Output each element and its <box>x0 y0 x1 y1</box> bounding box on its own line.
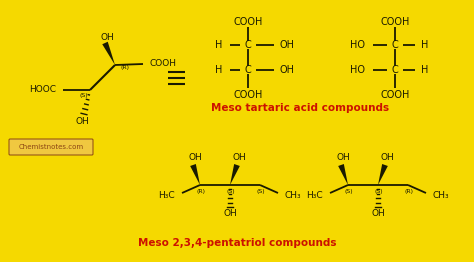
Polygon shape <box>102 42 115 65</box>
Text: H: H <box>421 40 428 50</box>
Text: (R): (R) <box>121 64 130 69</box>
Text: OH: OH <box>100 32 114 41</box>
Text: C: C <box>392 40 398 50</box>
Polygon shape <box>378 164 388 185</box>
Text: H: H <box>215 65 222 75</box>
Text: (R): (R) <box>197 188 206 194</box>
Text: (S): (S) <box>345 188 353 194</box>
Text: HOOC: HOOC <box>29 85 56 95</box>
Text: OH: OH <box>336 154 350 162</box>
FancyBboxPatch shape <box>9 139 93 155</box>
Text: OH: OH <box>223 210 237 219</box>
Text: OH: OH <box>232 154 246 162</box>
Text: C: C <box>392 65 398 75</box>
Text: C: C <box>245 65 251 75</box>
Polygon shape <box>230 164 240 185</box>
Text: OH: OH <box>380 154 394 162</box>
Polygon shape <box>338 164 348 185</box>
Text: HO: HO <box>350 40 365 50</box>
Text: H: H <box>215 40 222 50</box>
Text: COOH: COOH <box>380 90 410 100</box>
Text: (S): (S) <box>257 188 265 194</box>
Text: (S): (S) <box>227 188 235 194</box>
Text: H₃C: H₃C <box>306 192 323 200</box>
Text: (R): (R) <box>404 188 413 194</box>
Text: Chemistnotes.com: Chemistnotes.com <box>18 144 83 150</box>
Text: (S): (S) <box>79 92 88 97</box>
Text: HO: HO <box>350 65 365 75</box>
Text: OH: OH <box>75 117 89 127</box>
Text: COOH: COOH <box>233 17 263 27</box>
Text: OH: OH <box>188 154 202 162</box>
Text: CH₃: CH₃ <box>433 192 450 200</box>
Text: OH: OH <box>280 65 295 75</box>
Text: H: H <box>421 65 428 75</box>
Text: OH: OH <box>280 40 295 50</box>
Text: H₃C: H₃C <box>158 192 175 200</box>
Text: COOH: COOH <box>233 90 263 100</box>
Text: OH: OH <box>371 210 385 219</box>
Text: COOH: COOH <box>150 58 177 68</box>
Text: Meso tartaric acid compounds: Meso tartaric acid compounds <box>211 103 389 113</box>
Text: C: C <box>245 40 251 50</box>
Text: Meso 2,3,4-pentatriol compounds: Meso 2,3,4-pentatriol compounds <box>138 238 336 248</box>
Polygon shape <box>190 164 200 185</box>
Text: COOH: COOH <box>380 17 410 27</box>
Text: CH₃: CH₃ <box>285 192 301 200</box>
Text: (S): (S) <box>374 188 383 194</box>
